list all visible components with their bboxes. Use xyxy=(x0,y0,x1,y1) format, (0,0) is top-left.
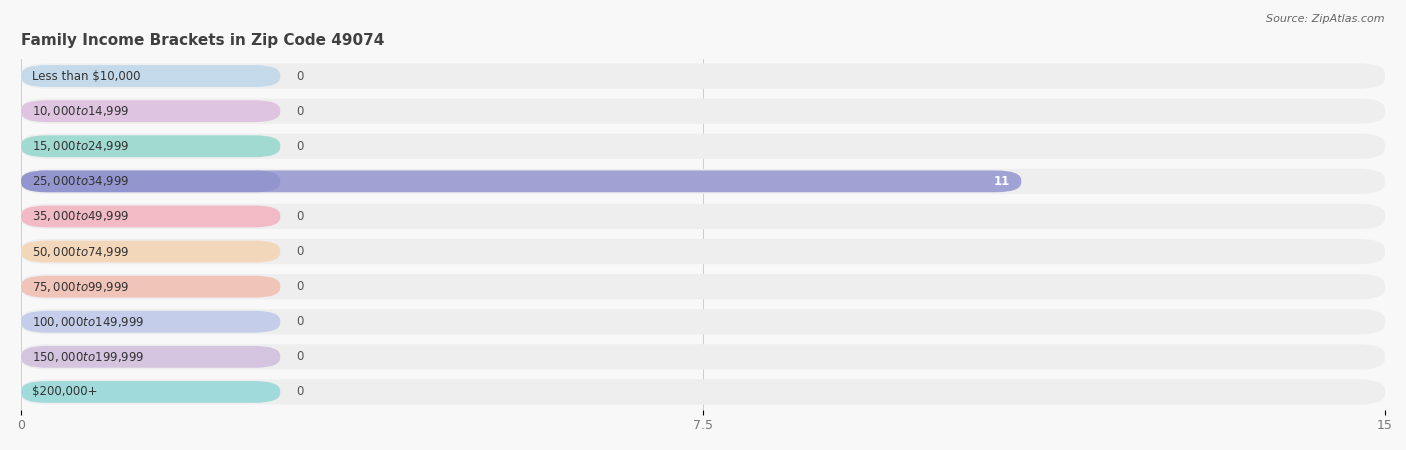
Text: $15,000 to $24,999: $15,000 to $24,999 xyxy=(32,139,129,153)
Text: $75,000 to $99,999: $75,000 to $99,999 xyxy=(32,279,129,294)
Text: $150,000 to $199,999: $150,000 to $199,999 xyxy=(32,350,145,364)
Text: 0: 0 xyxy=(297,140,304,153)
Text: 0: 0 xyxy=(297,280,304,293)
FancyBboxPatch shape xyxy=(21,206,280,227)
FancyBboxPatch shape xyxy=(21,346,280,368)
Text: 11: 11 xyxy=(994,175,1011,188)
Text: Less than $10,000: Less than $10,000 xyxy=(32,70,141,82)
Text: 0: 0 xyxy=(297,315,304,328)
FancyBboxPatch shape xyxy=(21,379,1385,405)
FancyBboxPatch shape xyxy=(21,63,1385,89)
FancyBboxPatch shape xyxy=(21,204,1385,229)
FancyBboxPatch shape xyxy=(21,134,1385,159)
FancyBboxPatch shape xyxy=(21,169,1385,194)
FancyBboxPatch shape xyxy=(21,381,280,403)
Text: 0: 0 xyxy=(297,210,304,223)
Text: $10,000 to $14,999: $10,000 to $14,999 xyxy=(32,104,129,118)
Text: $200,000+: $200,000+ xyxy=(32,386,97,398)
Text: $25,000 to $34,999: $25,000 to $34,999 xyxy=(32,174,129,189)
Text: 0: 0 xyxy=(297,245,304,258)
FancyBboxPatch shape xyxy=(21,171,1021,192)
FancyBboxPatch shape xyxy=(21,135,280,157)
FancyBboxPatch shape xyxy=(21,309,1385,334)
FancyBboxPatch shape xyxy=(21,274,1385,299)
FancyBboxPatch shape xyxy=(21,344,1385,369)
Text: $50,000 to $74,999: $50,000 to $74,999 xyxy=(32,244,129,259)
FancyBboxPatch shape xyxy=(21,276,280,297)
Text: Family Income Brackets in Zip Code 49074: Family Income Brackets in Zip Code 49074 xyxy=(21,32,384,48)
FancyBboxPatch shape xyxy=(21,241,280,262)
Text: 0: 0 xyxy=(297,351,304,363)
FancyBboxPatch shape xyxy=(21,171,280,192)
FancyBboxPatch shape xyxy=(21,239,1385,264)
FancyBboxPatch shape xyxy=(21,311,280,333)
FancyBboxPatch shape xyxy=(21,65,280,87)
Text: $35,000 to $49,999: $35,000 to $49,999 xyxy=(32,209,129,224)
Text: Source: ZipAtlas.com: Source: ZipAtlas.com xyxy=(1267,14,1385,23)
FancyBboxPatch shape xyxy=(21,99,1385,124)
Text: 0: 0 xyxy=(297,70,304,82)
Text: 0: 0 xyxy=(297,105,304,117)
FancyBboxPatch shape xyxy=(21,100,280,122)
Text: 0: 0 xyxy=(297,386,304,398)
Text: $100,000 to $149,999: $100,000 to $149,999 xyxy=(32,315,145,329)
